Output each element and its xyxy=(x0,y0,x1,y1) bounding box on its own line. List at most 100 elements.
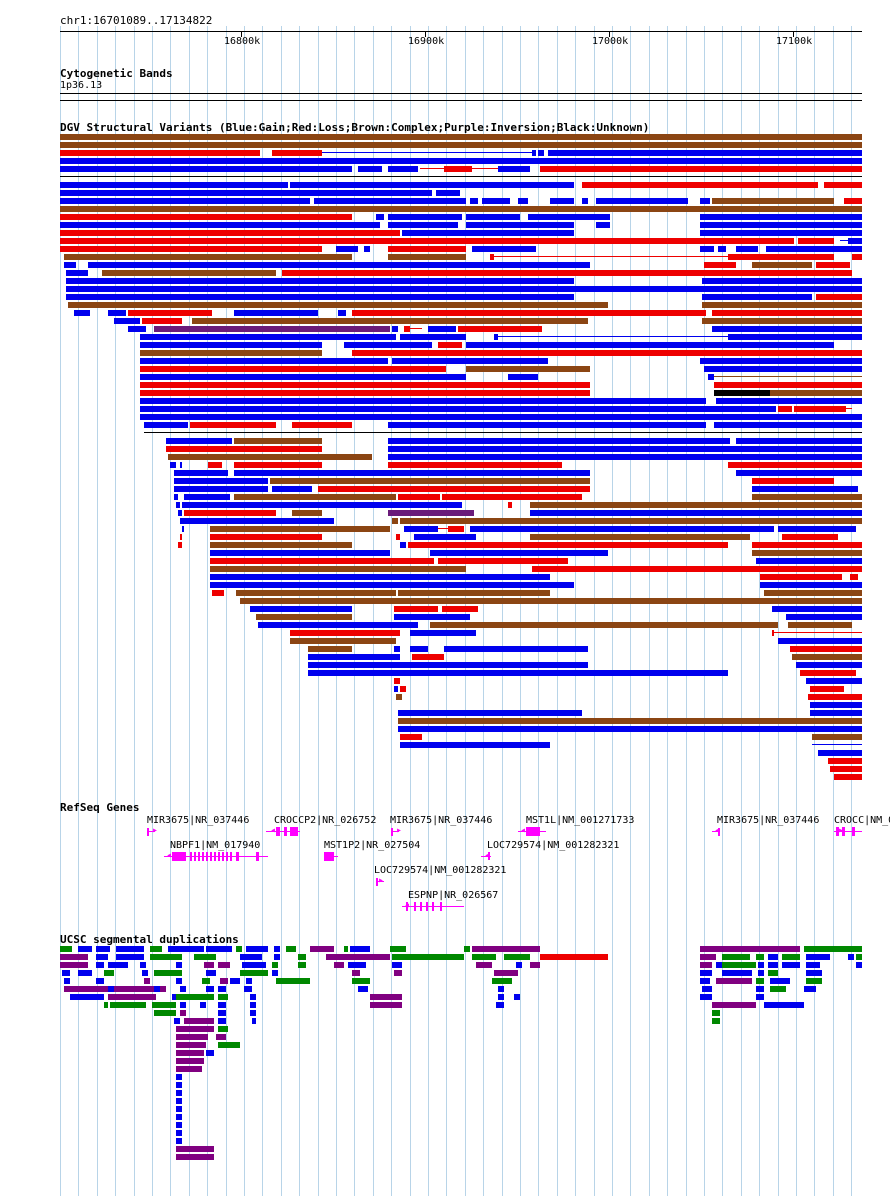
structural-variant[interactable] xyxy=(272,150,322,156)
segmental-duplication[interactable] xyxy=(756,954,764,960)
gene-exon[interactable] xyxy=(198,852,200,861)
structural-variant[interactable] xyxy=(376,214,384,220)
structural-variant[interactable] xyxy=(66,294,574,300)
segmental-duplication[interactable] xyxy=(108,962,128,968)
segmental-duplication[interactable] xyxy=(180,1002,186,1008)
structural-variant[interactable] xyxy=(824,182,862,188)
segmental-duplication[interactable] xyxy=(770,978,790,984)
structural-variant[interactable] xyxy=(318,486,590,492)
structural-variant[interactable] xyxy=(482,198,510,204)
segmental-duplication[interactable] xyxy=(806,954,830,960)
structural-variant[interactable] xyxy=(702,318,862,324)
structural-variant[interactable] xyxy=(388,246,466,252)
segmental-duplication[interactable] xyxy=(176,1154,214,1160)
segmental-duplication[interactable] xyxy=(218,1042,240,1048)
structural-variant[interactable] xyxy=(438,342,462,348)
structural-variant[interactable] xyxy=(430,550,608,556)
segmental-duplication[interactable] xyxy=(202,978,210,984)
structural-variant[interactable] xyxy=(60,158,862,164)
structural-variant[interactable] xyxy=(404,526,438,532)
structural-variant[interactable] xyxy=(180,462,182,468)
segmental-duplication[interactable] xyxy=(218,962,230,968)
structural-variant[interactable] xyxy=(358,166,382,172)
segmental-duplication[interactable] xyxy=(756,986,764,992)
structural-variant[interactable] xyxy=(778,638,862,644)
structural-variant[interactable] xyxy=(270,478,590,484)
structural-variant[interactable] xyxy=(736,438,862,444)
segmental-duplication[interactable] xyxy=(60,954,88,960)
segmental-duplication[interactable] xyxy=(218,1026,228,1032)
segmental-duplication[interactable] xyxy=(218,1010,226,1016)
segmental-duplication[interactable] xyxy=(700,946,800,952)
structural-variant[interactable] xyxy=(60,134,862,140)
structural-variant[interactable] xyxy=(308,646,352,652)
gene-exon[interactable] xyxy=(420,902,422,911)
segmental-duplication[interactable] xyxy=(764,1002,804,1008)
structural-variant[interactable] xyxy=(282,270,852,276)
structural-variant[interactable] xyxy=(712,198,834,204)
structural-variant[interactable] xyxy=(718,246,726,252)
structural-variant[interactable] xyxy=(190,422,276,428)
segmental-duplication[interactable] xyxy=(104,1002,108,1008)
segmental-duplication[interactable] xyxy=(494,970,518,976)
segmental-duplication[interactable] xyxy=(492,978,512,984)
segmental-duplication[interactable] xyxy=(298,954,306,960)
segmental-duplication[interactable] xyxy=(206,970,216,976)
structural-variant[interactable] xyxy=(530,534,750,540)
structural-variant[interactable] xyxy=(88,262,590,268)
segmental-duplication[interactable] xyxy=(206,1050,214,1056)
segmental-duplication[interactable] xyxy=(154,1010,176,1016)
structural-variant[interactable] xyxy=(388,510,474,516)
structural-variant[interactable] xyxy=(700,230,862,236)
segmental-duplication[interactable] xyxy=(230,978,240,984)
segmental-duplication[interactable] xyxy=(176,1106,182,1112)
structural-variant[interactable] xyxy=(234,310,318,316)
segmental-duplication[interactable] xyxy=(530,962,540,968)
structural-variant[interactable] xyxy=(548,150,862,156)
structural-variant[interactable] xyxy=(234,438,322,444)
segmental-duplication[interactable] xyxy=(176,962,182,968)
segmental-duplication[interactable] xyxy=(464,946,470,952)
refseq-track-title[interactable]: RefSeq Genes xyxy=(60,801,140,814)
structural-variant[interactable] xyxy=(60,222,380,228)
structural-variant[interactable] xyxy=(752,486,858,492)
segmental-duplication[interactable] xyxy=(806,970,822,976)
structural-variant[interactable] xyxy=(60,206,862,212)
structural-variant[interactable] xyxy=(234,494,396,500)
segmental-duplication[interactable] xyxy=(240,954,262,960)
structural-variant[interactable] xyxy=(532,150,536,156)
segmental-duplication[interactable] xyxy=(176,1042,206,1048)
structural-variant[interactable] xyxy=(392,518,398,524)
structural-variant[interactable] xyxy=(782,534,838,540)
segmental-duplication[interactable] xyxy=(96,978,104,984)
gene-exon[interactable] xyxy=(842,827,845,836)
segmental-duplication[interactable] xyxy=(272,970,278,976)
gene-exon[interactable] xyxy=(324,852,334,861)
structural-variant[interactable] xyxy=(828,758,862,764)
structural-variant[interactable] xyxy=(394,686,398,692)
structural-variant[interactable] xyxy=(394,614,470,620)
segmental-duplication[interactable] xyxy=(60,946,72,952)
structural-variant[interactable] xyxy=(364,246,370,252)
gene-label[interactable]: MIR3675|NR_037446 xyxy=(147,815,250,826)
segmental-duplication[interactable] xyxy=(274,946,280,952)
segmental-duplication[interactable] xyxy=(782,962,800,968)
gene-exon[interactable] xyxy=(852,827,855,836)
structural-variant[interactable] xyxy=(800,670,856,676)
segmental-duplication[interactable] xyxy=(78,970,92,976)
structural-variant[interactable] xyxy=(700,246,714,252)
structural-variant[interactable] xyxy=(102,270,276,276)
structural-variant[interactable] xyxy=(140,398,706,404)
segmental-duplication[interactable] xyxy=(504,954,530,960)
segmental-duplication[interactable] xyxy=(96,946,110,952)
structural-variant[interactable] xyxy=(60,150,260,156)
structural-variant[interactable] xyxy=(174,494,178,500)
structural-variant[interactable] xyxy=(490,254,494,260)
structural-variant[interactable] xyxy=(736,470,862,476)
structural-variant[interactable] xyxy=(174,470,228,476)
structural-variant[interactable] xyxy=(714,390,770,396)
structural-variant[interactable] xyxy=(756,558,862,564)
structural-variant[interactable] xyxy=(192,318,588,324)
structural-variant[interactable] xyxy=(466,342,834,348)
segmental-duplication[interactable] xyxy=(712,1018,720,1024)
